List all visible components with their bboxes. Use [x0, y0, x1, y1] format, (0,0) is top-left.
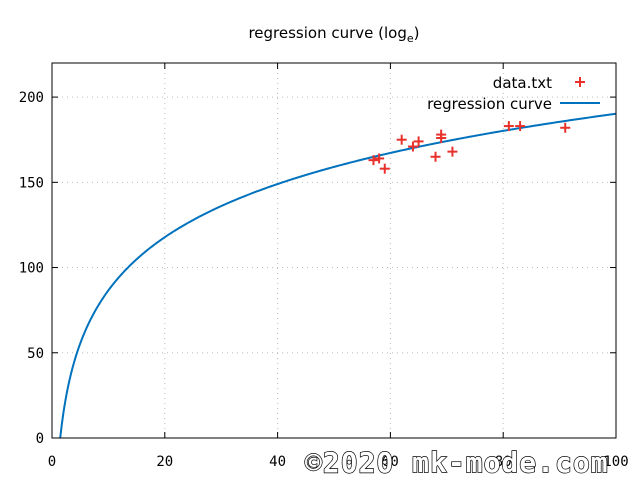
data-points [368, 121, 571, 174]
data-point-plus-icon [379, 163, 390, 174]
data-point-plus-icon [407, 141, 418, 152]
legend: data.txt regression curve [427, 74, 600, 113]
data-point-plus-icon [447, 146, 458, 157]
data-point-plus-icon [396, 134, 407, 145]
y-tick-label: 100 [19, 261, 44, 277]
x-tick-label: 100 [603, 454, 628, 470]
legend-label-curve: regression curve [427, 95, 552, 113]
y-tick-label: 200 [19, 90, 44, 106]
regression-curve-line [59, 112, 617, 439]
data-point-plus-icon [413, 136, 424, 147]
data-point-plus-icon [368, 155, 379, 166]
legend-label-data: data.txt [493, 74, 552, 92]
watermark: ©2020 mk-mode.com [305, 446, 609, 479]
grid-lines [52, 63, 616, 438]
data-point-plus-icon [515, 121, 526, 132]
plot-frame [51, 62, 617, 439]
data-point-plus-icon [560, 122, 571, 133]
axis-ticks: 0 20 40 60 80 100 0 50 100 150 200 [19, 63, 629, 470]
data-point-plus-icon [436, 129, 447, 140]
y-tick-label: 0 [36, 431, 44, 447]
data-point-plus-icon [503, 121, 514, 132]
regression-curve [59, 112, 617, 439]
legend-marker-plus-icon [575, 77, 585, 87]
x-tick-label: 20 [156, 454, 173, 470]
y-tick-label: 50 [27, 346, 44, 362]
x-tick-label: 80 [495, 454, 512, 470]
data-point-plus-icon [430, 151, 441, 162]
data-point-plus-icon [374, 153, 385, 164]
x-tick-label: 0 [48, 454, 56, 470]
chart-title: regression curve (loge) [248, 24, 419, 45]
x-tick-label: 40 [269, 454, 286, 470]
y-tick-label: 150 [19, 175, 44, 191]
x-tick-label: 60 [382, 454, 399, 470]
